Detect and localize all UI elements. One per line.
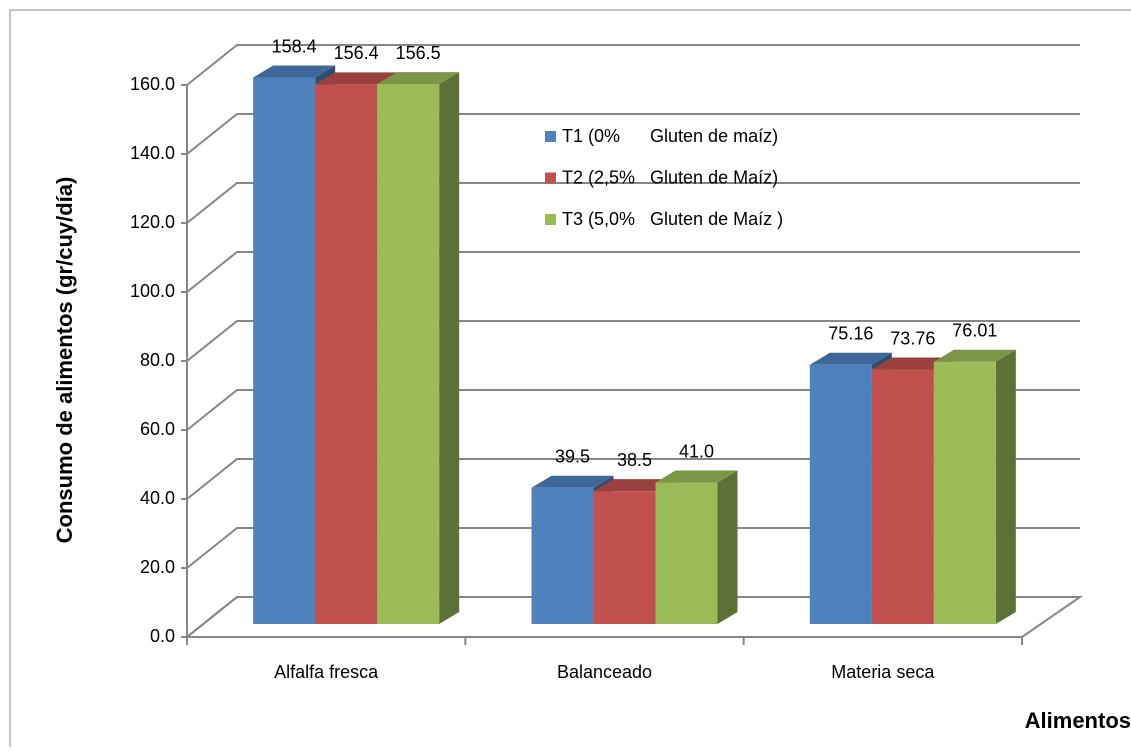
bar-top [933,349,1016,362]
value-label: 75.16 [828,323,873,343]
y-tick-label: 60.0 [140,419,175,439]
legend-label: T1 (0% Gluten de maíz) [562,126,778,146]
x-axis-label: Alimentos [1025,708,1131,733]
y-tick-label: 100.0 [130,281,175,301]
grid-line [186,251,1080,293]
grid-line [186,596,1080,638]
y-tick-label: 0.0 [150,626,175,646]
value-label: 156.4 [334,43,379,63]
bar-top [593,479,676,492]
value-label: 38.5 [617,450,652,470]
bar-top [655,470,738,483]
bar [933,361,996,624]
x-tick-label: Alfalfa fresca [274,662,379,682]
x-tick-label: Materia seca [831,662,935,682]
legend-swatch [545,172,556,184]
bar [377,84,440,624]
bar-top [315,72,398,85]
bar [253,77,316,624]
y-tick-label: 140.0 [130,143,175,163]
grid-line [186,527,1080,569]
bar-side [717,470,738,624]
grid-line [186,458,1080,500]
chart-border [9,9,1131,752]
grid-line [186,44,1080,86]
grid-line [186,389,1080,431]
y-axis-label: Consumo de alimentos (gr/cuy/día) [52,177,77,544]
bar [871,369,934,624]
value-label: 39.5 [555,446,590,466]
bar-top [531,475,614,488]
bar-top [871,357,954,370]
bar-top [377,72,460,85]
value-label: 76.01 [952,321,997,341]
legend-swatch [545,214,556,225]
bar-side [995,349,1016,624]
y-tick-label: 80.0 [140,350,175,370]
y-tick-label: 20.0 [140,557,175,577]
y-tick-label: 40.0 [140,488,175,508]
bar-side [439,72,460,624]
bar [315,84,378,625]
legend-swatch [545,131,556,142]
grid-line [186,182,1080,224]
legend-label: T3 (5,0% Gluten de Maíz ) [562,209,783,229]
y-tick-label: 120.0 [130,212,175,232]
legend-label: T2 (2,5% Gluten de Maíz) [562,167,778,187]
value-label: 158.4 [272,36,317,56]
bar [531,487,594,624]
grid-line [186,113,1080,155]
bar [809,364,872,624]
bar [655,482,718,624]
bar-top [253,65,336,78]
value-label: 156.5 [396,43,441,63]
bar-top [809,352,892,365]
value-label: 41.0 [679,441,714,461]
grid-line [186,320,1080,362]
bar [593,491,656,624]
x-tick-label: Balanceado [557,662,652,682]
value-label: 73.76 [890,328,935,348]
y-tick-label: 160.0 [130,74,175,94]
